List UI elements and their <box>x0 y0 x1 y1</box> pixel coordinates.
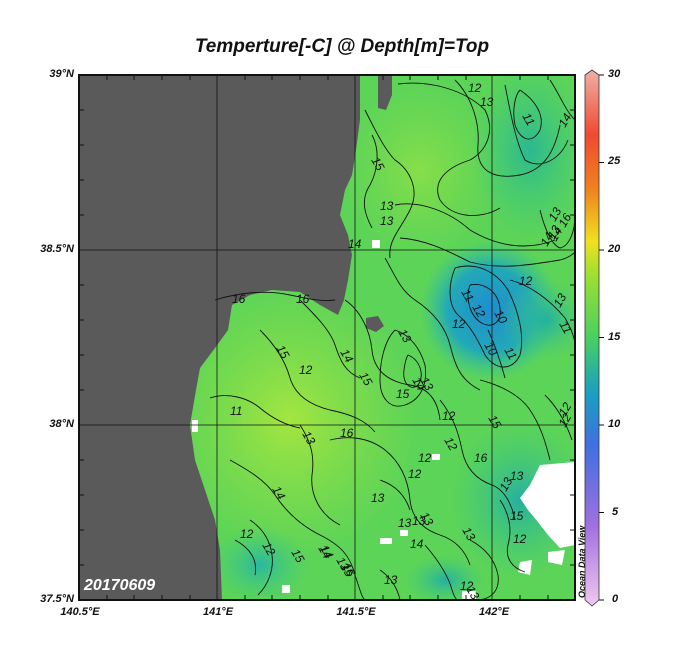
contour-label: 10 <box>491 308 510 327</box>
y-label-37-5n: 37.5°N <box>40 593 74 605</box>
contour-label: 13 <box>545 205 564 224</box>
contour-label: 15 <box>273 343 292 362</box>
contour-label: 14 <box>546 225 565 244</box>
contour-label: 14 <box>337 347 356 366</box>
contour-label: 11 <box>556 319 574 337</box>
contour-label: 13 <box>333 555 352 574</box>
contour-label: 13 <box>412 514 426 528</box>
contour-label: 11 <box>458 287 476 305</box>
contour-label: 15 <box>368 155 387 174</box>
contour-label: 13 <box>480 95 494 109</box>
contour-label: 12 <box>519 274 533 288</box>
contour-label: 12 <box>442 409 456 423</box>
contour-label: 14 <box>409 375 428 394</box>
ocean-data-view-watermark: Ocean Data View <box>577 525 587 598</box>
contour-label: 13 <box>550 291 569 310</box>
contour-label: 14 <box>537 230 556 249</box>
contour-label: 13 <box>544 223 563 242</box>
colorbar-ramp <box>584 69 600 607</box>
contour-label: 13 <box>299 429 318 448</box>
graticule <box>79 75 575 600</box>
contour-label: 12 <box>418 451 432 465</box>
contour-label: 14 <box>269 484 288 503</box>
y-label-38n: 38°N <box>49 418 74 430</box>
colorbar-label-0: 0 <box>612 593 619 605</box>
contour-label: 15 <box>396 387 410 401</box>
contour-label: 12 <box>240 527 254 541</box>
colorbar-label-30: 30 <box>608 68 621 80</box>
contour-label: 13 <box>417 510 436 529</box>
colorbar-label-10: 10 <box>608 418 621 430</box>
contour-label: 13 <box>384 573 398 587</box>
contour-label: 15 <box>337 561 356 580</box>
x-label-141e: 141°E <box>202 606 234 618</box>
contour-label: 12 <box>408 467 422 481</box>
map-title: Temperture[-C] @ Depth[m]=Top <box>194 36 490 57</box>
contour-label: 12 <box>460 579 474 593</box>
contour-lines <box>209 79 575 600</box>
contour-label: 14 <box>315 543 334 562</box>
colorbar <box>584 69 604 607</box>
contour-label: 13 <box>463 584 482 603</box>
colorbar-label-5: 5 <box>612 506 619 518</box>
contour-label: 15 <box>485 413 504 432</box>
y-label-38-5n: 38.5°N <box>40 243 74 255</box>
contour-label: 12 <box>468 81 482 95</box>
contour-label: 13 <box>380 214 394 228</box>
temperature-field <box>79 75 575 600</box>
contour-label: 11 <box>501 345 519 363</box>
map-frame <box>78 74 576 601</box>
contour-label: 16 <box>555 211 574 230</box>
contour-label: 14 <box>555 111 574 130</box>
contour-label: 13 <box>496 475 515 494</box>
x-label-142e: 142°E <box>478 606 510 618</box>
contour-label: 11 <box>230 404 242 418</box>
contour-label: 15 <box>356 370 375 389</box>
colorbar-label-25: 25 <box>608 155 621 167</box>
contour-label: 14 <box>317 543 336 562</box>
contour-label: 12 <box>555 400 574 419</box>
contour-label: 12 <box>469 302 488 321</box>
contour-label: 16 <box>474 451 488 465</box>
contour-label: 15 <box>339 561 358 580</box>
x-label-140-5e: 140.5°E <box>60 606 100 618</box>
no-data-patches <box>192 240 575 600</box>
contour-label: 13 <box>380 199 394 213</box>
contour-label: 13 <box>395 327 414 346</box>
y-label-39n: 39°N <box>49 68 74 80</box>
contour-label: 15 <box>510 509 524 523</box>
frame-ticks <box>79 75 575 600</box>
contour-label: 15 <box>288 547 307 566</box>
contour-label: 13 <box>510 469 524 483</box>
contour-label: 10 <box>481 340 500 359</box>
contour-label: 16 <box>296 292 310 306</box>
contour-label: 12 <box>259 540 278 559</box>
colorbar-label-20: 20 <box>608 243 621 255</box>
contour-label: 13 <box>459 525 478 544</box>
contour-label: 12 <box>555 411 574 430</box>
contour-label: 13 <box>398 516 412 530</box>
colorbar-label-15: 15 <box>608 331 621 343</box>
contour-label: 13 <box>371 491 385 505</box>
contour-label: 12 <box>513 532 527 546</box>
land-mass <box>79 75 360 600</box>
date-label: 20170609 <box>83 577 155 594</box>
contour-label: 14 <box>348 237 362 251</box>
contour-label: 11 <box>519 111 537 129</box>
contour-label: 14 <box>410 537 424 551</box>
contour-label: 12 <box>299 363 313 377</box>
contour-label: 16 <box>340 426 354 440</box>
contour-label: 12 <box>452 317 466 331</box>
x-label-141-5e: 141.5°E <box>336 606 376 618</box>
contour-label: 12 <box>441 435 460 454</box>
contour-label: 13 <box>417 375 436 394</box>
contour-label: 16 <box>232 292 246 306</box>
